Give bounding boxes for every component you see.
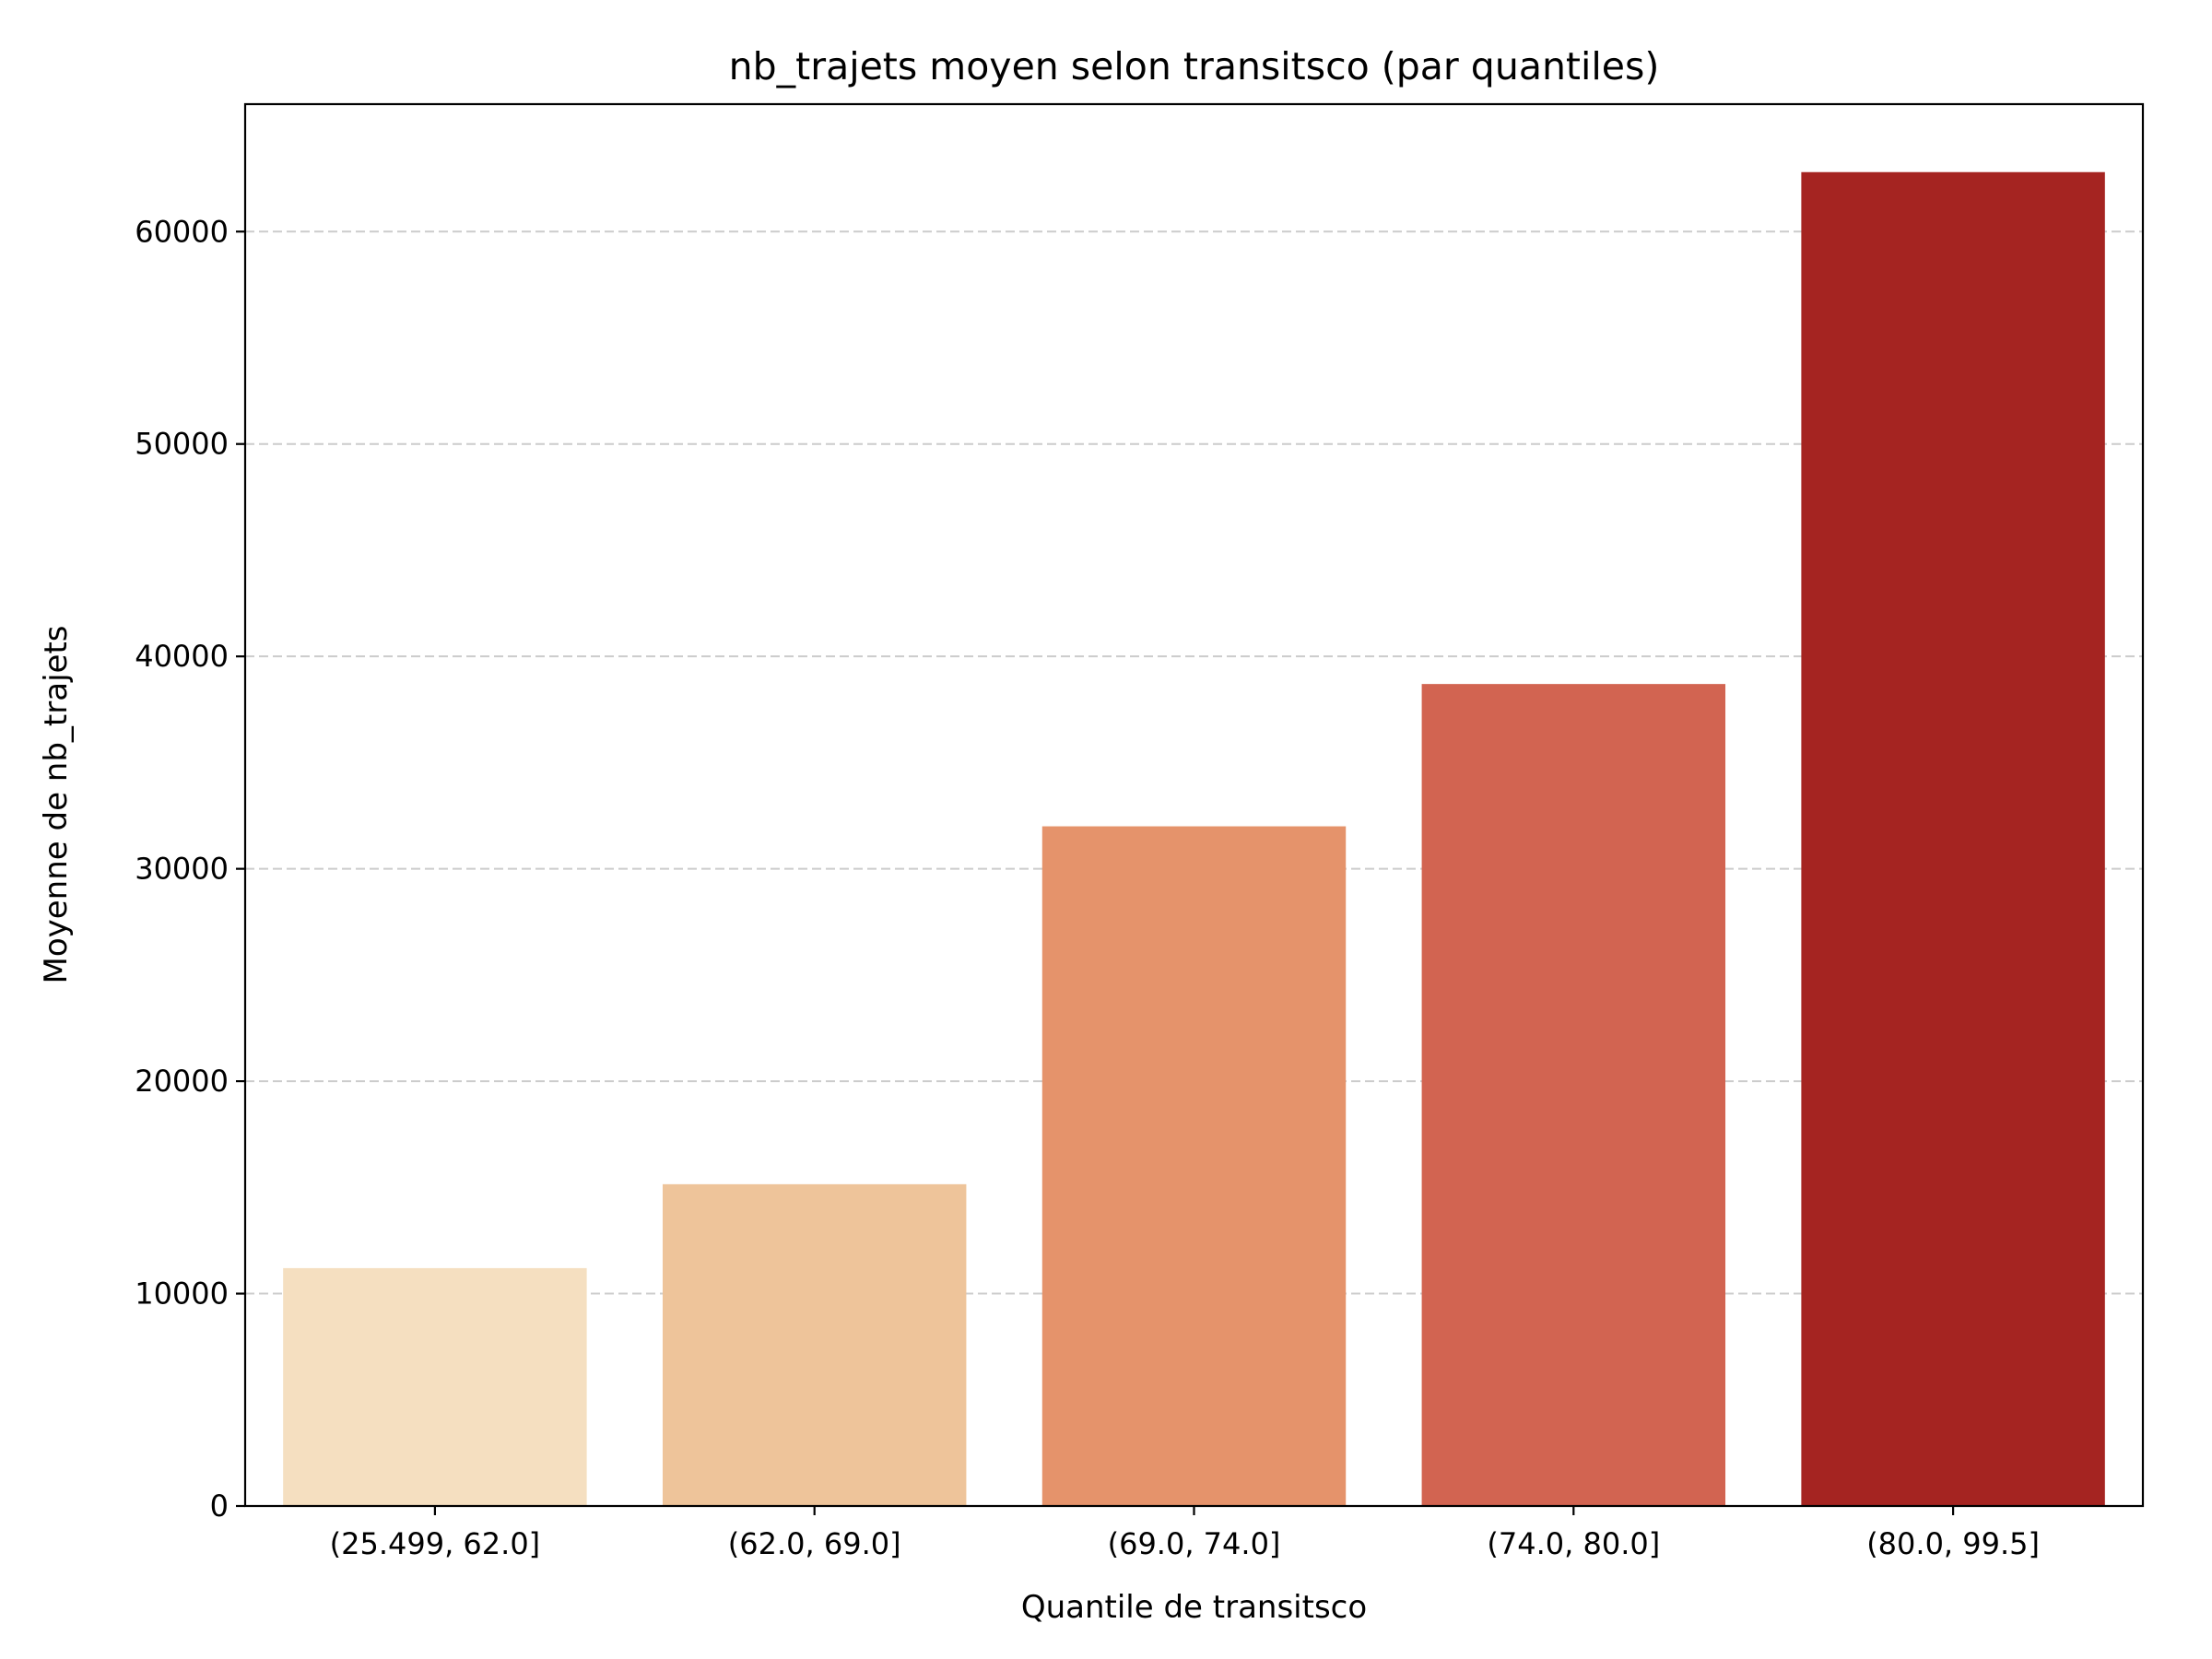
- x-axis-title: Quantile de transitsco: [1021, 1589, 1367, 1626]
- y-axis-ticks: 0 10000 20000 30000 40000 50000 60000: [135, 214, 245, 1524]
- bar: [1801, 171, 2105, 1506]
- x-tick-label: (62.0, 69.0]: [728, 1526, 901, 1561]
- y-axis-title: Moyenne de nb_trajets: [38, 626, 75, 984]
- x-tick-label: (69.0, 74.0]: [1108, 1526, 1281, 1561]
- y-tick-label: 30000: [135, 852, 229, 887]
- y-tick-label: 40000: [135, 639, 229, 674]
- chart-title: nb_trajets moyen selon transitsco (par q…: [729, 44, 1660, 88]
- x-axis-ticks: (25.499, 62.0] (62.0, 69.0] (69.0, 74.0] (7…: [330, 1506, 2040, 1561]
- bar: [283, 1267, 587, 1506]
- y-tick-label: 50000: [135, 427, 229, 462]
- bars: [283, 171, 2105, 1506]
- x-tick-label: (25.499, 62.0]: [330, 1526, 541, 1561]
- x-tick-label: (74.0, 80.0]: [1487, 1526, 1660, 1561]
- y-tick-label: 0: [210, 1488, 229, 1524]
- y-tick-label: 60000: [135, 214, 229, 249]
- bar: [1041, 826, 1347, 1506]
- y-tick-label: 20000: [135, 1064, 229, 1099]
- bar: [1421, 684, 1726, 1506]
- bar: [662, 1183, 967, 1506]
- y-tick-label: 10000: [135, 1277, 229, 1312]
- x-tick-label: (80.0, 99.5]: [1866, 1526, 2040, 1561]
